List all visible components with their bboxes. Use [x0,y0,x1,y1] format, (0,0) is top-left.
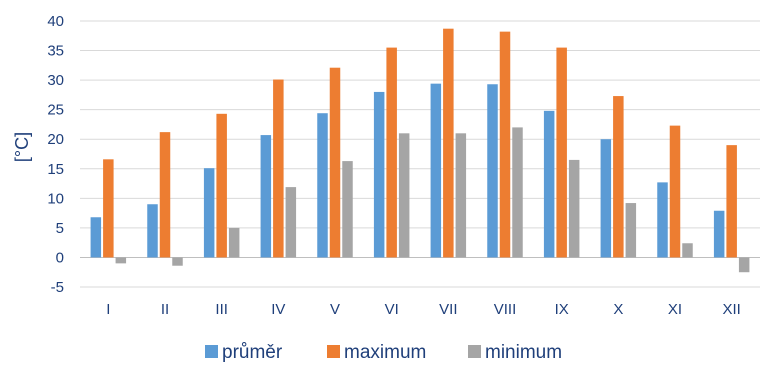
bar-minimum-V [342,161,353,258]
y-tick-label: 35 [47,43,64,60]
bar-maximum-IV [273,79,284,258]
x-tick-label: X [613,301,623,318]
y-tick-label: 5 [56,220,64,237]
bar-průměr-VIII [487,84,498,258]
x-axis-ticks: I II III IV V VI VII VIII IX X XI XII [106,301,741,318]
y-axis-title: [°C] [12,132,32,162]
bar-průměr-VII [430,83,442,258]
bar-průměr-I [90,217,102,258]
legend-swatch-průměr [205,345,218,358]
bar-minimum-XII [738,257,750,273]
bar-průměr-X [600,139,612,258]
bar-průměr-V [317,113,328,258]
bar-minimum-III [228,227,240,258]
bar-průměr-II [147,204,158,258]
bar-minimum-VIII [512,127,523,258]
y-tick-label: 40 [47,13,64,30]
bar-maximum-X [613,96,624,258]
x-tick-label: VIII [494,301,517,318]
legend-label: minimum [485,342,562,363]
bar-maximum-IX [556,47,567,258]
bar-průměr-XI [657,182,668,258]
bar-průměr-VI [373,91,385,258]
x-tick-label: IX [555,301,569,318]
bar-minimum-VI [398,133,410,258]
bar-maximum-XI [669,125,681,258]
legend-swatch-minimum [468,345,481,358]
y-tick-label: 15 [47,161,64,178]
x-tick-label: III [215,301,228,318]
legend-swatch-maximum [327,345,340,358]
bar-maximum-III [216,113,227,258]
x-tick-label: VII [439,301,457,318]
y-tick-label: 0 [56,249,64,266]
bar-maximum-VII [443,28,454,258]
y-tick-label: 25 [47,102,64,119]
bar-maximum-VIII [499,31,511,258]
bar-minimum-IV [285,187,297,258]
y-tick-label: -5 [51,279,64,296]
legend: průměr maximum minimum [205,342,562,363]
legend-label: průměr [222,342,283,363]
x-tick-label: XI [668,301,682,318]
bars [90,28,750,273]
bar-průměr-IV [260,135,272,258]
x-tick-label: IV [271,301,285,318]
bar-průměr-III [203,168,215,258]
y-tick-label: 10 [47,190,64,207]
bar-minimum-VII [455,133,467,258]
bar-průměr-IX [543,110,555,258]
bar-minimum-II [172,257,183,266]
x-tick-label: II [161,301,169,318]
gridlines [80,20,760,288]
bar-průměr-XII [713,210,725,258]
x-tick-label: I [106,301,110,318]
y-tick-label: 30 [47,72,64,89]
bar-maximum-II [159,132,171,258]
bar-maximum-VI [386,47,397,258]
bar-minimum-XI [682,243,693,258]
bar-minimum-I [115,257,127,264]
y-axis-ticks: -5 0 5 10 15 20 25 30 35 40 [47,13,64,296]
legend-label: maximum [344,342,426,363]
bar-minimum-IX [568,159,580,258]
x-tick-label: V [330,301,340,318]
bar-minimum-X [625,203,637,258]
x-tick-label: VI [385,301,399,318]
bar-maximum-V [329,67,341,258]
bar-maximum-XII [726,145,737,258]
x-tick-label: XII [722,301,740,318]
y-tick-label: 20 [47,131,64,148]
bar-maximum-I [103,159,114,258]
